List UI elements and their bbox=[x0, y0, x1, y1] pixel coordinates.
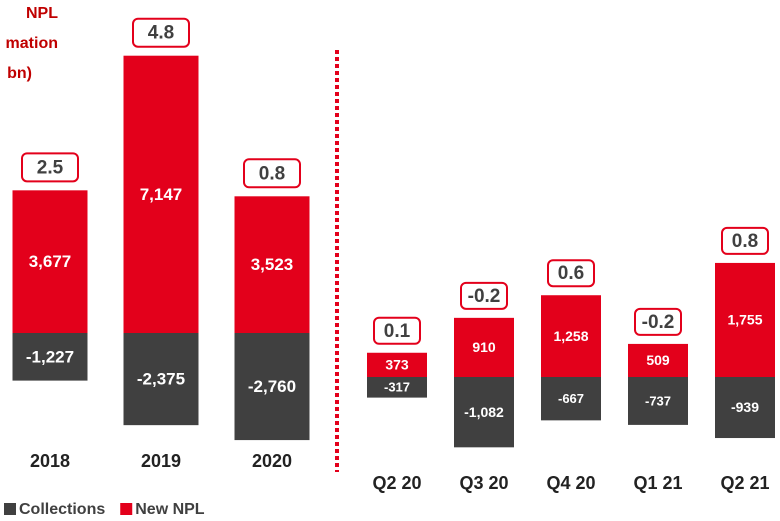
legend-label: Collections bbox=[19, 501, 105, 518]
x-tick-label: 2020 bbox=[252, 451, 292, 471]
net-label: 0.8 bbox=[732, 231, 758, 252]
x-tick-label: 2018 bbox=[30, 451, 70, 471]
data-label: -737 bbox=[645, 393, 671, 408]
net-box bbox=[721, 226, 769, 255]
data-label: -939 bbox=[731, 399, 759, 415]
data-label: -2,760 bbox=[248, 377, 296, 396]
data-label: 509 bbox=[646, 352, 670, 368]
bar bbox=[454, 317, 514, 377]
net-label: 0.8 bbox=[259, 163, 285, 184]
chart-title: bn) bbox=[7, 65, 32, 82]
chart-title: NPL bbox=[26, 5, 58, 22]
bar bbox=[234, 196, 310, 333]
net-label: -0.2 bbox=[468, 286, 501, 307]
data-label: 373 bbox=[385, 357, 409, 373]
data-label: -2,375 bbox=[137, 370, 185, 389]
x-tick-label: 2019 bbox=[141, 451, 181, 471]
bar bbox=[12, 333, 88, 381]
net-box bbox=[243, 158, 301, 189]
net-label: 0.1 bbox=[384, 321, 411, 342]
data-label: -1,082 bbox=[464, 404, 504, 420]
bar bbox=[12, 190, 88, 333]
data-label: 1,755 bbox=[727, 312, 762, 328]
bar bbox=[541, 295, 601, 377]
net-label: 2.5 bbox=[37, 157, 64, 178]
net-box bbox=[132, 17, 190, 48]
bar bbox=[123, 333, 199, 426]
bar bbox=[367, 377, 427, 398]
data-label: 910 bbox=[472, 339, 496, 355]
net-box bbox=[373, 316, 421, 345]
data-label: -317 bbox=[384, 380, 410, 395]
x-tick-label: Q3 20 bbox=[459, 473, 508, 493]
bar bbox=[628, 343, 688, 377]
chart-title: mation bbox=[6, 35, 58, 52]
data-label: -1,227 bbox=[26, 347, 74, 366]
bar bbox=[541, 377, 601, 421]
legend-label: New NPL bbox=[135, 501, 205, 518]
data-label: 1,258 bbox=[553, 328, 588, 344]
data-label: 3,677 bbox=[29, 252, 72, 271]
bar bbox=[628, 377, 688, 425]
bar bbox=[715, 377, 775, 439]
bar bbox=[715, 262, 775, 377]
net-label: -0.2 bbox=[642, 312, 675, 333]
legend-swatch bbox=[4, 503, 16, 515]
x-tick-label: Q4 20 bbox=[546, 473, 595, 493]
net-box bbox=[460, 281, 508, 310]
x-tick-label: Q1 21 bbox=[633, 473, 682, 493]
bar bbox=[367, 352, 427, 377]
net-label: 0.6 bbox=[558, 263, 584, 284]
legend-swatch bbox=[120, 503, 133, 515]
bar bbox=[123, 55, 199, 333]
net-box bbox=[547, 259, 595, 288]
data-label: 3,523 bbox=[251, 255, 294, 274]
data-label: -667 bbox=[558, 391, 584, 406]
x-tick-label: Q2 21 bbox=[720, 473, 769, 493]
data-label: 7,147 bbox=[140, 185, 183, 204]
bar bbox=[234, 333, 310, 441]
net-box bbox=[634, 307, 682, 336]
x-tick-label: Q2 20 bbox=[372, 473, 421, 493]
net-box bbox=[21, 152, 79, 183]
bar bbox=[454, 377, 514, 448]
net-label: 4.8 bbox=[148, 23, 174, 44]
